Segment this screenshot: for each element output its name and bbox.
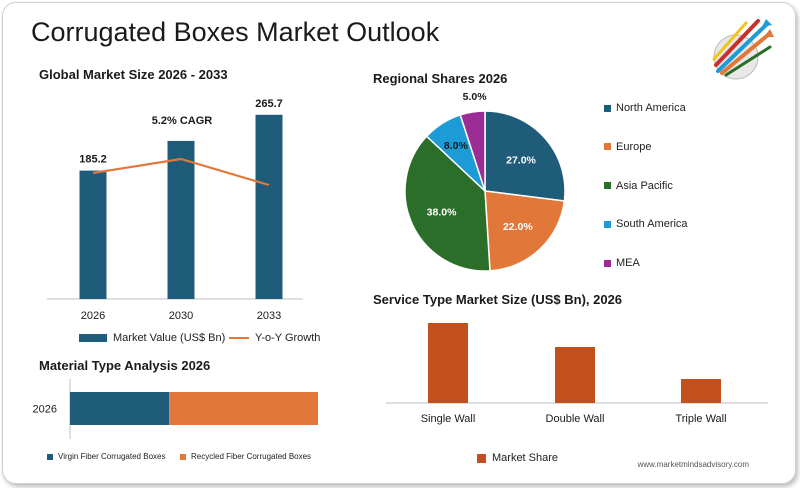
pie-legend-item: Europe bbox=[604, 141, 651, 153]
pie-value-label: 22.0% bbox=[503, 221, 533, 233]
pie-slice bbox=[484, 190, 566, 272]
legend-virgin-fiber: Virgin Fiber Corrugated Boxes bbox=[47, 452, 165, 461]
market-value-bar bbox=[255, 114, 283, 299]
regional-shares-chart: 27.0% 22.0% 38.0% 8.0% 5.0% bbox=[404, 91, 566, 272]
virgin-fiber-segment bbox=[70, 392, 170, 425]
x-tick-label: 2026 bbox=[81, 310, 105, 322]
pie-legend-swatch bbox=[604, 143, 611, 151]
legend-recycled-fiber-swatch bbox=[180, 453, 186, 460]
pie-value-label: 8.0% bbox=[444, 140, 469, 152]
pie-legend-label: South America bbox=[616, 218, 688, 231]
service-type-bar bbox=[555, 347, 595, 403]
pie-legend-item: MEA bbox=[604, 257, 640, 269]
material-type-title: Material Type Analysis 2026 bbox=[39, 358, 211, 373]
x-tick-label: Single Wall bbox=[421, 413, 476, 425]
cagr-annotation: 5.2% CAGR bbox=[152, 115, 213, 127]
market-value-bar bbox=[79, 170, 107, 299]
legend-market-value-label: Market Value (US$ Bn) bbox=[113, 332, 226, 344]
page-title: Corrugated Boxes Market Outlook bbox=[31, 17, 440, 47]
market-value-bar bbox=[167, 140, 195, 299]
rising-arrows-icon bbox=[712, 19, 774, 80]
service-type-title: Service Type Market Size (US$ Bn), 2026 bbox=[373, 292, 623, 307]
pie-slice bbox=[404, 135, 491, 272]
legend-market-share: Market Share bbox=[477, 452, 558, 464]
legend-market-value: Market Value (US$ Bn) bbox=[79, 332, 225, 344]
pie-legend-label: Europe bbox=[616, 140, 652, 153]
pie-legend-label: Asia Pacific bbox=[616, 179, 673, 192]
market-size-title: Global Market Size 2026 - 2033 bbox=[39, 67, 228, 82]
service-type-chart: Single Wall Double Wall Triple Wall bbox=[386, 323, 768, 425]
pie-value-label: 5.0% bbox=[463, 91, 488, 103]
regional-shares-title: Regional Shares 2026 bbox=[373, 71, 508, 86]
pie-legend-label: North America bbox=[616, 102, 686, 114]
pie-slice bbox=[484, 110, 566, 202]
legend-recycled-fiber: Recycled Fiber Corrugated Boxes bbox=[180, 452, 311, 461]
service-type-bar bbox=[681, 379, 721, 403]
pie-legend-swatch bbox=[604, 182, 611, 190]
x-tick-label: Triple Wall bbox=[675, 413, 726, 425]
pie-legend-swatch bbox=[604, 259, 611, 267]
pie-value-label: 27.0% bbox=[506, 154, 536, 166]
pie-legend-item: Asia Pacific bbox=[604, 180, 673, 192]
legend-market-share-swatch bbox=[477, 453, 486, 463]
pie-legend-item: North America bbox=[604, 102, 686, 114]
yoy-growth-line bbox=[92, 157, 270, 187]
footer-url: www.marketmindsadvisory.com bbox=[637, 460, 749, 469]
material-type-chart: 2026 bbox=[33, 379, 318, 439]
service-type-bar bbox=[428, 323, 468, 403]
y-tick-label: 2026 bbox=[33, 404, 57, 416]
pie-legend-swatch bbox=[604, 220, 611, 228]
legend-virgin-fiber-label: Virgin Fiber Corrugated Boxes bbox=[58, 452, 166, 461]
legend-virgin-fiber-swatch bbox=[47, 453, 53, 460]
legend-yoy-growth-label: Y-o-Y Growth bbox=[255, 332, 321, 344]
legend-market-share-label: Market Share bbox=[492, 452, 559, 464]
market-size-chart: 185.2 2026 2030 265.7 2033 5.2% CAGR bbox=[47, 98, 303, 322]
legend-yoy-growth-swatch bbox=[229, 337, 249, 339]
market-value-data-label: 265.7 bbox=[255, 98, 283, 110]
pie-legend-item: South America bbox=[604, 218, 688, 230]
pie-slice bbox=[459, 110, 486, 192]
pie-legend-label: MEA bbox=[616, 257, 640, 270]
x-tick-label: 2033 bbox=[257, 310, 281, 322]
market-value-data-label: 185.2 bbox=[79, 154, 107, 166]
x-tick-label: 2030 bbox=[169, 310, 193, 322]
recycled-fiber-segment bbox=[169, 392, 318, 425]
x-tick-label: Double Wall bbox=[546, 413, 605, 425]
pie-value-label: 38.0% bbox=[427, 206, 457, 218]
legend-yoy-growth: Y-o-Y Growth bbox=[229, 332, 320, 344]
pie-legend-swatch bbox=[604, 104, 611, 112]
legend-market-value-swatch bbox=[79, 334, 107, 342]
legend-recycled-fiber-label: Recycled Fiber Corrugated Boxes bbox=[191, 452, 312, 461]
